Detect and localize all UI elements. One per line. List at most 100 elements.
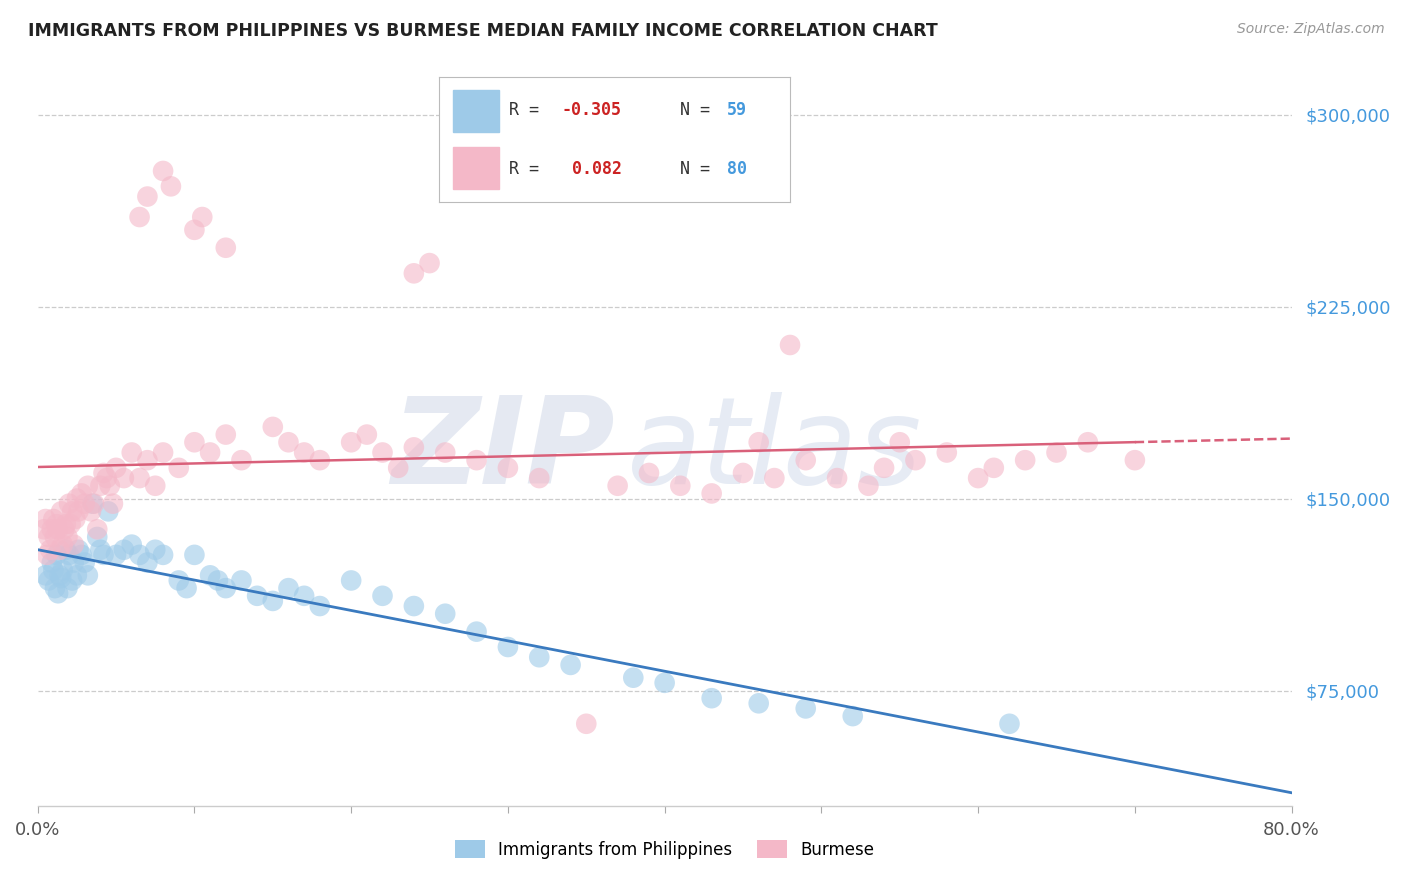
Point (96, 471, 118, 485)
Point (67, 504, 90, 518)
Point (101, 497, 124, 511)
Point (82, 497, 104, 511)
Point (80, 504, 103, 518)
Point (292, 445, 315, 459)
Point (825, 471, 848, 485)
Text: Source: ZipAtlas.com: Source: ZipAtlas.com (1237, 22, 1385, 37)
Point (76, 568, 98, 582)
Point (52, 563, 75, 577)
Point (39, 542, 62, 557)
Point (356, 427, 378, 442)
Point (136, 453, 159, 467)
Point (55, 542, 77, 557)
Point (44, 581, 66, 595)
Point (128, 471, 150, 485)
Point (529, 650, 551, 665)
Point (496, 460, 519, 475)
Point (112, 542, 135, 557)
Point (841, 709, 863, 723)
Point (60, 574, 83, 588)
Point (34, 568, 56, 582)
Point (277, 435, 299, 450)
Point (748, 435, 770, 450)
Point (38, 574, 60, 588)
Point (70, 486, 93, 500)
Point (65, 512, 87, 526)
Point (340, 435, 363, 450)
Point (371, 445, 394, 459)
Point (748, 696, 770, 710)
Point (136, 189, 159, 203)
Point (48, 542, 70, 557)
Point (198, 445, 221, 459)
Point (419, 256, 441, 270)
Text: atlas: atlas (627, 392, 922, 509)
Point (52, 538, 75, 552)
Point (465, 453, 488, 467)
Point (53, 522, 76, 536)
Point (465, 624, 488, 639)
Point (371, 589, 394, 603)
Point (41, 556, 63, 570)
Point (34, 512, 56, 526)
Point (198, 568, 221, 582)
Legend: Immigrants from Philippines, Burmese: Immigrants from Philippines, Burmese (449, 834, 882, 865)
Point (176, 581, 198, 595)
Point (215, 241, 238, 255)
Point (183, 223, 205, 237)
Point (83, 497, 105, 511)
Point (183, 435, 205, 450)
Point (967, 471, 990, 485)
Point (98, 479, 121, 493)
Point (42, 563, 65, 577)
Text: ZIP: ZIP (391, 392, 614, 509)
Point (160, 179, 183, 194)
Point (779, 338, 801, 352)
Point (62, 538, 84, 552)
Point (152, 164, 174, 178)
Point (112, 471, 135, 485)
Point (529, 471, 551, 485)
Point (38, 530, 60, 544)
Point (700, 486, 723, 500)
Point (246, 589, 269, 603)
Point (62, 556, 84, 570)
Point (66, 568, 89, 582)
Point (560, 657, 582, 672)
Point (496, 640, 519, 654)
Point (58, 548, 80, 562)
Point (262, 420, 284, 434)
Point (51, 504, 73, 518)
Point (152, 548, 174, 562)
Point (434, 607, 457, 621)
Point (105, 548, 128, 562)
Point (58, 497, 80, 511)
Point (794, 453, 817, 467)
Point (292, 589, 315, 603)
Point (575, 716, 598, 731)
Point (143, 479, 166, 493)
Point (1123, 453, 1146, 467)
Point (45, 548, 67, 562)
Point (794, 701, 817, 715)
Point (308, 599, 330, 613)
Point (308, 453, 330, 467)
Point (32, 522, 55, 536)
Point (191, 210, 214, 224)
Point (86, 522, 108, 536)
Point (167, 460, 190, 475)
Point (935, 445, 957, 459)
Point (152, 445, 174, 459)
Point (606, 479, 628, 493)
Point (121, 445, 143, 459)
Point (97, 504, 120, 518)
Point (73, 556, 96, 570)
Point (621, 671, 644, 685)
Point (44, 530, 66, 544)
Point (59, 517, 82, 532)
Point (48, 568, 70, 582)
Point (89, 479, 111, 493)
Point (121, 538, 143, 552)
Point (231, 453, 253, 467)
Point (73, 497, 96, 511)
